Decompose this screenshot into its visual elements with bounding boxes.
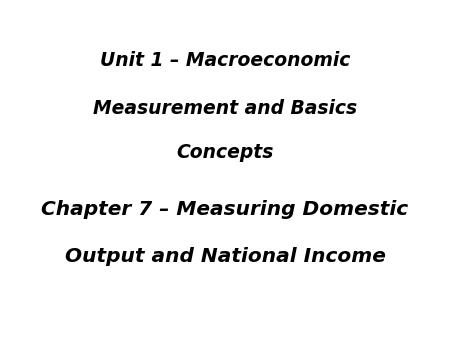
Text: Concepts: Concepts bbox=[176, 143, 274, 162]
Text: Unit 1 – Macroeconomic: Unit 1 – Macroeconomic bbox=[100, 51, 350, 70]
Text: Output and National Income: Output and National Income bbox=[64, 247, 386, 266]
Text: Chapter 7 – Measuring Domestic: Chapter 7 – Measuring Domestic bbox=[41, 200, 409, 219]
Text: Measurement and Basics: Measurement and Basics bbox=[93, 99, 357, 118]
